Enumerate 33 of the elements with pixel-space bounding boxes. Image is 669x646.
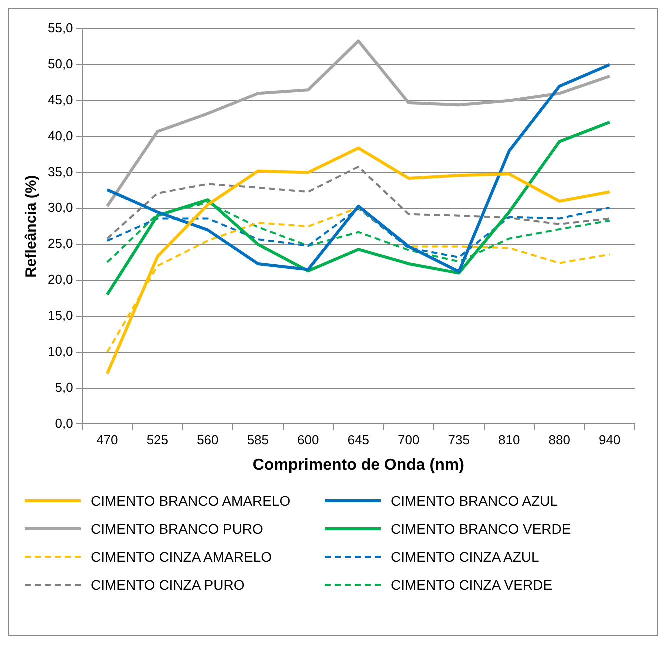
legend-label: CIMENTO BRANCO AMARELO <box>91 493 291 509</box>
x-tick-label: 645 <box>348 432 370 448</box>
y-tick-label: 25,0 <box>48 236 74 252</box>
y-tick-label: 55,0 <box>48 20 74 36</box>
legend-label: CIMENTO BRANCO AZUL <box>391 493 558 509</box>
legend-label: CIMENTO CINZA PURO <box>91 577 245 593</box>
y-tick-label: 5,0 <box>55 380 74 395</box>
legend-label: CIMENTO BRANCO PURO <box>91 521 264 537</box>
legend-label: CIMENTO CINZA AMARELO <box>91 549 272 565</box>
x-tick-label: 585 <box>247 432 270 448</box>
y-tick-label: 50,0 <box>48 56 74 72</box>
x-tick-label: 525 <box>146 432 169 448</box>
x-tick-label: 735 <box>448 432 470 448</box>
x-tick-label: 810 <box>498 432 520 448</box>
legend-label: CIMENTO BRANCO VERDE <box>391 521 572 537</box>
y-tick-label: 35,0 <box>48 164 74 180</box>
x-tick-label: 600 <box>298 432 320 448</box>
x-tick-label: 880 <box>548 432 570 448</box>
x-tick-label: 700 <box>398 432 420 448</box>
y-tick-label: 20,0 <box>48 272 74 288</box>
y-tick-label: 0,0 <box>55 416 74 431</box>
x-tick-label: 560 <box>197 432 219 448</box>
legend-label: CIMENTO CINZA VERDE <box>391 577 553 593</box>
x-tick-label: 940 <box>599 432 621 448</box>
x-tick-label: 470 <box>96 432 118 448</box>
y-tick-label: 30,0 <box>48 200 74 216</box>
y-tick-label: 45,0 <box>48 92 74 108</box>
y-tick-label: 10,0 <box>48 344 74 359</box>
y-tick-label: 40,0 <box>48 128 74 144</box>
y-axis-title: Refleância (%) <box>23 175 40 278</box>
legend-label: CIMENTO CINZA AZUL <box>391 549 540 565</box>
x-axis-title: Comprimento de Onda (nm) <box>252 456 464 474</box>
y-tick-label: 15,0 <box>48 308 74 323</box>
